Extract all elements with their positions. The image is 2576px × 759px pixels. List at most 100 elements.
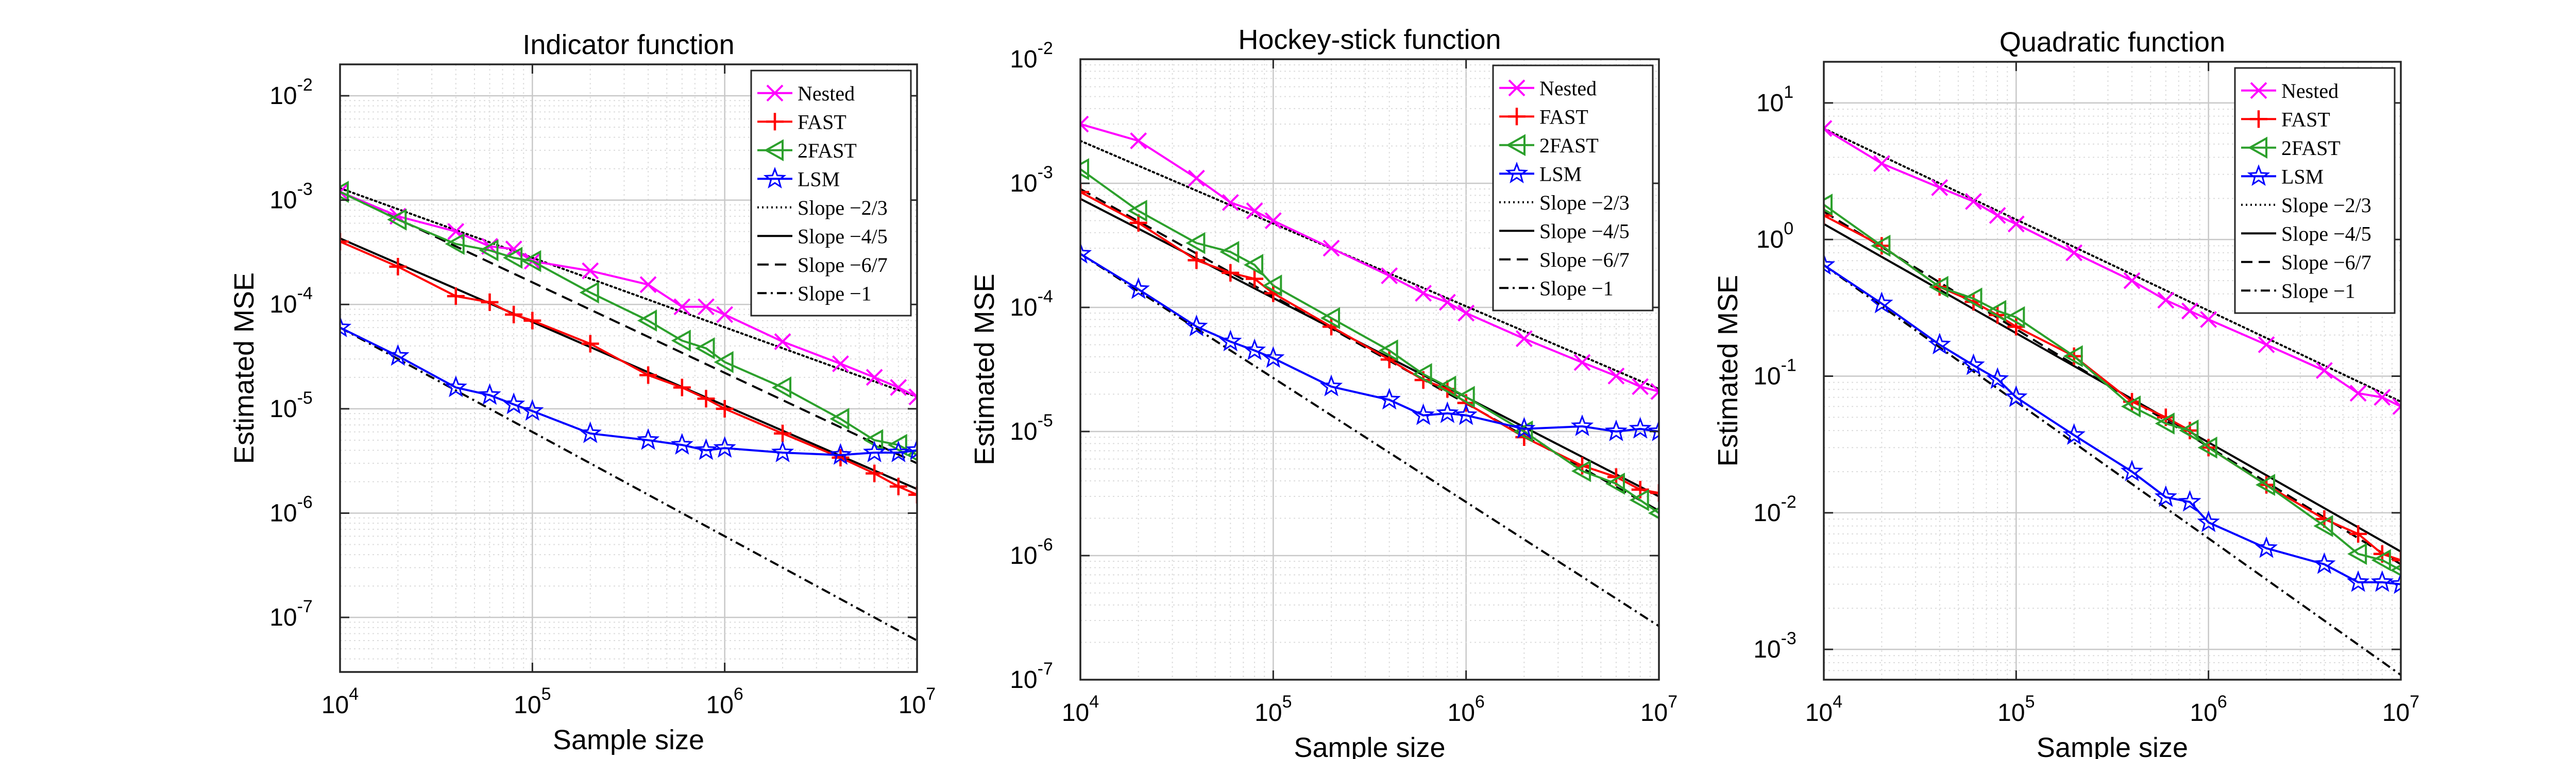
data-point-lsm [771, 440, 794, 462]
legend-item-slope-minus-4-5: Slope −4/5 [2241, 222, 2371, 245]
legend-marker-2fast [764, 139, 784, 162]
data-point-lsm [670, 433, 693, 455]
data-point-lsm [1928, 333, 1951, 355]
legend-label: 2FAST [2281, 136, 2341, 160]
legend-marker-fast [1508, 108, 1526, 126]
data-point-nested [1632, 378, 1649, 395]
data-point-2fast [479, 239, 499, 262]
data-point-nested [1824, 120, 1833, 137]
data-point-nested [1965, 193, 1982, 210]
series-line-fast [1824, 214, 2401, 561]
data-point-2fast [1629, 489, 1649, 511]
data-point-nested [582, 262, 599, 280]
legend-item-2fast: 2FAST [1499, 134, 1599, 157]
data-point-nested [2374, 389, 2391, 406]
series-line-lsm [340, 326, 917, 456]
data-point-nested [1873, 155, 1890, 173]
y-axis-label: Estimated MSE [1713, 275, 1743, 467]
data-point-2fast [1219, 240, 1240, 263]
data-point-2fast [2121, 395, 2141, 418]
x-axis-label: Sample size [2037, 732, 2188, 759]
data-point-fast [505, 305, 523, 323]
data-point-nested [2181, 302, 2198, 320]
data-point-fast [2392, 551, 2401, 569]
legend-label: LSM [1539, 162, 1582, 185]
chart-panel-1: 104 105 106 10710-710-610-510-410-310-2Indi… [229, 29, 936, 755]
series-line-lsm [1824, 264, 2401, 585]
legend-item-nested: Nested [757, 82, 855, 105]
data-point-2fast [2155, 412, 2175, 435]
legend-item-nested: Nested [1499, 77, 1597, 100]
data-point-lsm [863, 440, 886, 462]
data-point-fast [1222, 264, 1240, 282]
legend-label: Slope −2/3 [798, 196, 888, 219]
data-point-fast [389, 257, 407, 275]
data-point-2fast [1080, 158, 1089, 180]
data-point-2fast [2197, 436, 2217, 459]
series-line-slope-minus-6-7 [1824, 211, 2401, 565]
data-point-2fast [1824, 194, 1833, 216]
data-point-2fast [1436, 375, 1456, 398]
series-line-nested [1080, 123, 1659, 393]
data-point-2fast [579, 281, 599, 304]
data-point-2fast [887, 434, 907, 456]
legend-item-slope-minus-1: Slope −1 [1499, 277, 1614, 300]
data-point-2fast [2179, 419, 2199, 442]
data-point-2fast [2313, 515, 2333, 537]
series-line-fast [1080, 191, 1659, 494]
data-point-2fast [695, 337, 715, 359]
legend-box [2234, 67, 2396, 314]
data-point-lsm [1378, 388, 1401, 410]
series-2fast [1080, 158, 1659, 520]
legend-item-fast: FAST [2241, 108, 2330, 131]
data-point-lsm [694, 438, 718, 460]
data-point-nested [639, 276, 657, 294]
legend-label: LSM [2281, 165, 2324, 188]
data-point-nested [1188, 169, 1205, 187]
data-point-nested [1607, 367, 1625, 385]
data-point-lsm [2389, 572, 2401, 594]
series-layer [1080, 115, 1659, 627]
data-point-lsm [1824, 253, 1836, 275]
data-point-2fast [1987, 300, 2007, 322]
series-line-slope-minus-1 [340, 326, 917, 642]
data-point-lsm [521, 399, 544, 421]
legend-label: Nested [798, 82, 855, 105]
legend-item-slope-minus-6-7: Slope −6/7 [2241, 251, 2371, 274]
data-point-lsm [2120, 459, 2144, 481]
legend-label: Slope −4/5 [2281, 222, 2371, 245]
legend-item-fast: FAST [757, 110, 846, 133]
axes-frame [339, 63, 918, 673]
data-point-lsm [1080, 242, 1092, 264]
data-point-lsm [1962, 353, 1985, 375]
legend-item-slope-minus-6-7: Slope −6/7 [757, 253, 888, 277]
legend-marker-lsm [763, 167, 787, 189]
data-point-nested [1381, 267, 1398, 284]
legend-marker-nested [1508, 79, 1526, 97]
data-point-nested [866, 369, 883, 386]
data-point-nested [716, 306, 734, 323]
series-nested [1080, 115, 1659, 400]
data-point-nested [2007, 215, 2025, 233]
data-point-2fast [1605, 472, 1625, 495]
data-point-fast [523, 312, 541, 330]
legend-label: Slope −1 [1539, 277, 1614, 300]
data-point-nested [1323, 239, 1340, 257]
data-point-lsm [2313, 552, 2336, 574]
legend-label: FAST [2281, 108, 2330, 131]
legend-item-slope-minus-1: Slope −1 [2241, 279, 2355, 302]
data-point-fast [1129, 214, 1147, 232]
data-point-nested [774, 333, 791, 350]
data-point-2fast [714, 351, 734, 373]
data-point-2fast [1871, 234, 1891, 257]
data-point-2fast [2255, 474, 2276, 496]
legend-item-lsm: LSM [1499, 162, 1582, 185]
data-point-lsm [579, 421, 602, 443]
series-layer [1824, 120, 2401, 676]
data-point-nested [2200, 310, 2217, 328]
data-point-nested [1264, 212, 1282, 229]
data-point-lsm [2178, 490, 2201, 512]
data-point-fast [340, 233, 349, 251]
legend-item-lsm: LSM [2241, 164, 2324, 188]
